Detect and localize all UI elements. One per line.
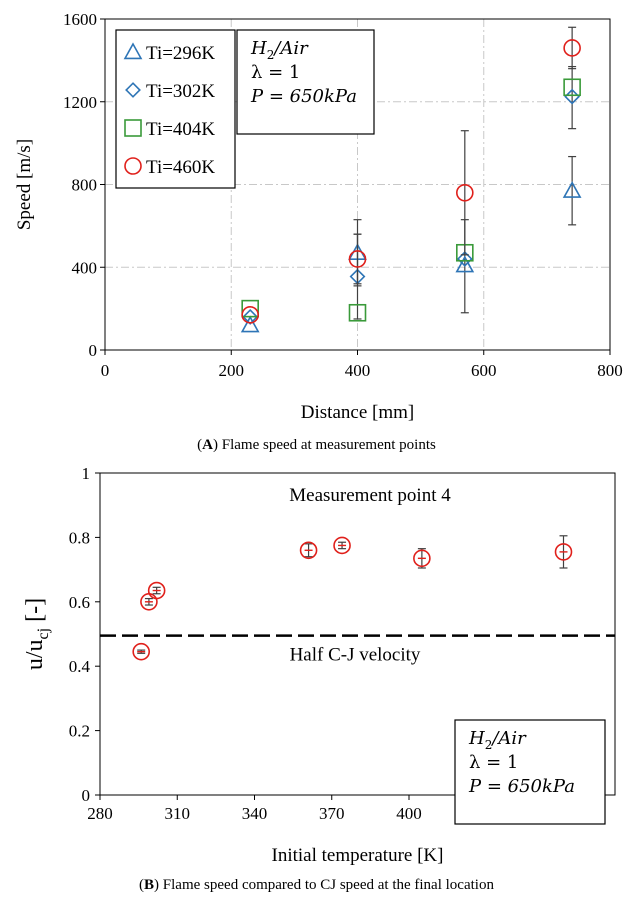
y-tick-label-b: 0.6 bbox=[69, 593, 90, 612]
caption-a-letter: A bbox=[202, 437, 213, 453]
point-a bbox=[562, 181, 582, 198]
y-axis-label-b: u/ucj [-] bbox=[22, 598, 52, 670]
caption-b-letter: B bbox=[144, 877, 155, 893]
b-annotation-line: P = 650kPa bbox=[468, 776, 575, 797]
legend-a-entry: Ti=404K bbox=[146, 119, 215, 140]
chart-b-title: Measurement point 4 bbox=[289, 485, 451, 506]
caption-a: (A) Flame speed at measurement points bbox=[197, 437, 436, 453]
caption-a-text: Flame speed at measurement points bbox=[221, 437, 436, 453]
caption-b: (B) Flame speed compared to CJ speed at … bbox=[139, 877, 494, 893]
y-tick-label-b: 0.2 bbox=[69, 722, 90, 741]
chart-a-flame-speed: 0 200 400 600 800 0 400 800 1200 1600 Distance [mm… bbox=[14, 10, 623, 423]
y-tick-label-a: 0 bbox=[89, 341, 98, 360]
point-a bbox=[240, 315, 260, 333]
y-tick-label-a: 1600 bbox=[63, 10, 97, 29]
legend-a-marker bbox=[125, 82, 141, 98]
point-b bbox=[413, 549, 431, 568]
x-tick-label-a: 600 bbox=[471, 361, 497, 380]
point-b bbox=[132, 642, 150, 661]
point-a bbox=[455, 255, 475, 273]
x-tick-label-b: 400 bbox=[396, 804, 422, 823]
x-axis-label-a: Distance [mm] bbox=[301, 402, 414, 423]
y-tick-label-b: 0 bbox=[82, 786, 91, 805]
b-annotation-line: H2/Air bbox=[468, 728, 527, 752]
x-tick-label-b: 370 bbox=[319, 804, 345, 823]
chart-b-cj-ratio: 28031034037040043046000.20.40.60.81Initi… bbox=[22, 464, 616, 866]
x-axis-label-b: Initial temperature [K] bbox=[272, 845, 444, 866]
point-b bbox=[554, 543, 573, 561]
x-tick-label-b: 310 bbox=[165, 804, 191, 823]
a-annotation-line: P = 650kPa bbox=[250, 86, 357, 107]
legend-a-entry: Ti=460K bbox=[146, 157, 215, 178]
x-tick-label-a: 400 bbox=[345, 361, 371, 380]
caption-b-text: Flame speed compared to CJ speed at the … bbox=[162, 877, 494, 893]
point-a bbox=[241, 299, 259, 318]
point-a bbox=[563, 39, 581, 57]
b-annotation-line: λ = 1 bbox=[469, 752, 518, 773]
point-b bbox=[299, 541, 318, 560]
point-a bbox=[242, 308, 259, 325]
legend-a bbox=[115, 29, 236, 189]
y-tick-label-b: 0.8 bbox=[69, 528, 90, 547]
x-tick-label-a: 0 bbox=[101, 361, 110, 380]
legend-a-marker bbox=[123, 42, 143, 60]
point-a bbox=[564, 88, 581, 105]
y-tick-label-a: 800 bbox=[72, 176, 98, 195]
y-axis-label-a: Speed [m/s] bbox=[14, 139, 35, 230]
point-a bbox=[456, 251, 473, 267]
x-tick-label-a: 200 bbox=[219, 361, 245, 380]
x-tick-label-b: 340 bbox=[242, 804, 268, 823]
x-tick-label-b: 280 bbox=[87, 804, 113, 823]
point-a bbox=[563, 78, 581, 97]
point-a bbox=[348, 303, 367, 322]
half-cj-label: Half C-J velocity bbox=[290, 645, 421, 666]
point-b bbox=[333, 536, 351, 555]
legend-a-marker bbox=[124, 157, 142, 175]
point-a bbox=[348, 250, 367, 268]
legend-a-marker bbox=[124, 119, 142, 137]
y-tick-label-b: 1 bbox=[82, 464, 91, 483]
point-a bbox=[241, 306, 259, 324]
legend-a-entry: Ti=302K bbox=[146, 81, 215, 102]
y-tick-label-a: 400 bbox=[72, 258, 98, 277]
plot-b-frame bbox=[99, 472, 616, 796]
a-annotation-line: λ = 1 bbox=[251, 62, 300, 83]
legend-a-entry: Ti=296K bbox=[146, 43, 215, 64]
a-annotation-box bbox=[236, 29, 375, 135]
point-b bbox=[147, 581, 166, 600]
point-a bbox=[456, 183, 474, 202]
y-tick-label-a: 1200 bbox=[63, 93, 97, 112]
b-annotation-box bbox=[454, 719, 606, 825]
x-tick-label-a: 800 bbox=[597, 361, 623, 380]
a-annotation-line: H2/Air bbox=[250, 38, 309, 62]
y-tick-label-b: 0.4 bbox=[69, 657, 91, 676]
